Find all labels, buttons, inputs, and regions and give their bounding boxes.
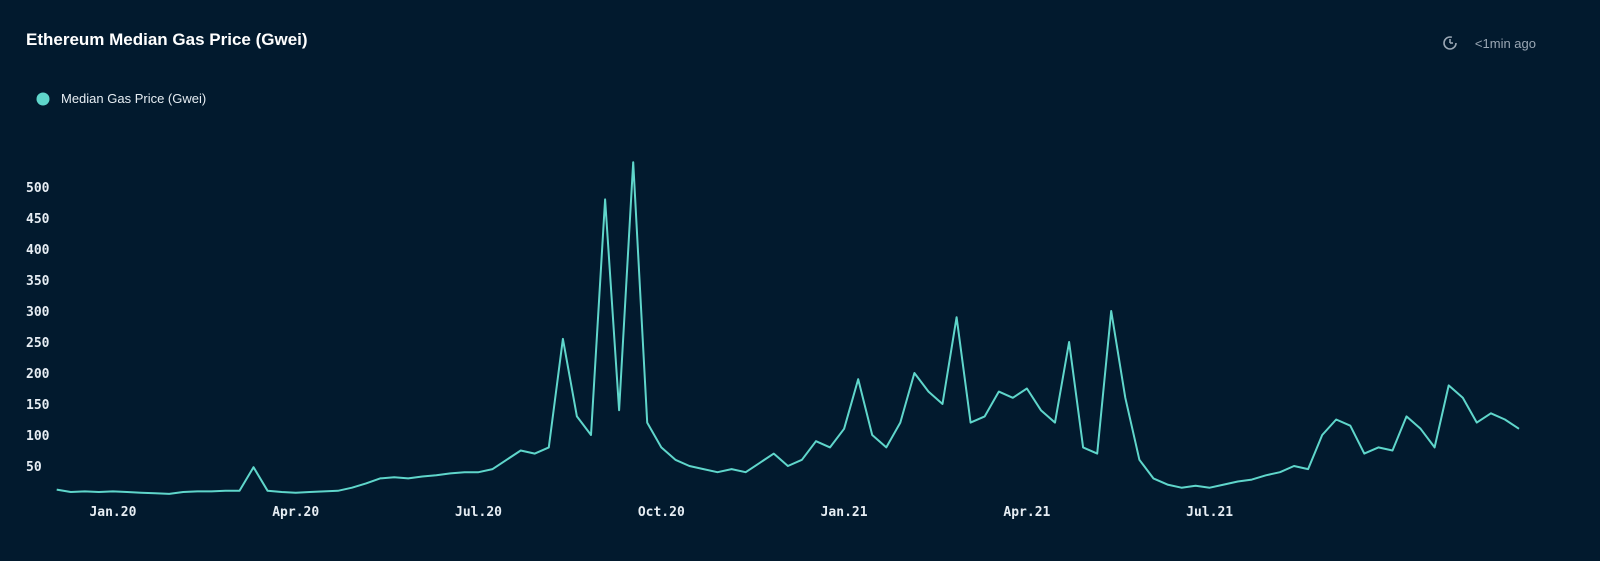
y-tick-label: 450: [26, 212, 50, 227]
y-tick-label: 500: [26, 181, 50, 196]
refresh-icon: [1443, 36, 1457, 50]
y-tick-label: 300: [26, 305, 50, 320]
y-tick-label: 400: [26, 243, 50, 258]
y-tick-label: 250: [26, 336, 50, 351]
y-tick-label: 150: [26, 398, 50, 413]
legend-marker: [36, 92, 50, 106]
x-tick-label: Jul.20: [455, 505, 502, 520]
x-tick-label: Apr.21: [1003, 505, 1050, 520]
chart-title: Ethereum Median Gas Price (Gwei): [26, 30, 308, 49]
y-tick-label: 350: [26, 274, 50, 289]
y-tick-label: 100: [26, 429, 50, 444]
x-tick-label: Jul.21: [1186, 505, 1233, 520]
x-tick-label: Jan.20: [89, 505, 136, 520]
x-tick-label: Jan.21: [821, 505, 868, 520]
update-status: <1min ago: [1475, 36, 1536, 51]
legend-label: Median Gas Price (Gwei): [61, 91, 206, 106]
y-tick-label: 200: [26, 367, 50, 382]
y-tick-label: 50: [26, 460, 42, 475]
x-tick-label: Oct.20: [638, 505, 685, 520]
data-line: [56, 161, 1520, 495]
x-tick-label: Apr.20: [272, 505, 319, 520]
